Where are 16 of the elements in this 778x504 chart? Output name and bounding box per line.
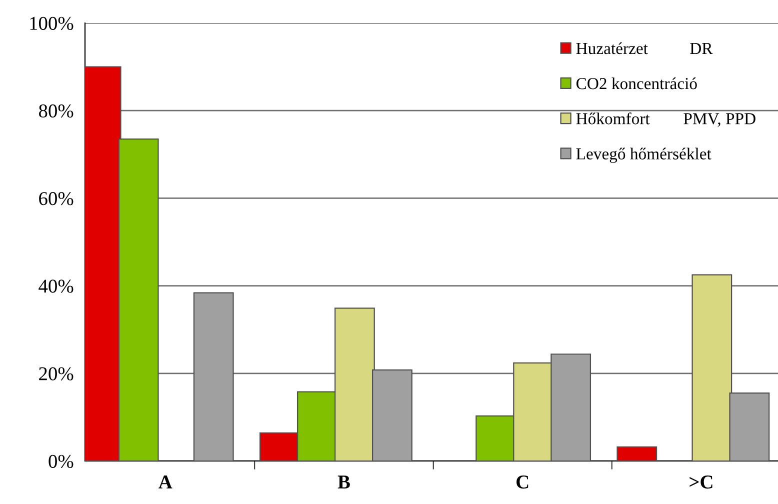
bar <box>616 446 658 461</box>
legend-label: Hőkomfort PMV, PPD <box>576 112 756 127</box>
x-tick-label: >C <box>690 476 712 489</box>
legend-label: Huzatérzet DR <box>576 42 713 54</box>
x-tick-label: B <box>338 476 350 488</box>
y-tick-label: 20% <box>39 367 74 380</box>
y-tick-label: 100% <box>30 16 74 30</box>
y-tick-label: 0% <box>48 454 74 468</box>
y-tick-label: 80% <box>38 104 74 118</box>
y-tick-label: 40% <box>38 280 74 293</box>
x-tick-label: C <box>516 476 528 489</box>
x-tick-label: A <box>158 476 172 488</box>
legend-label: CO2 koncentráció <box>576 77 697 90</box>
bar <box>193 292 234 461</box>
legend-label: Levegő hőmérséklet <box>576 148 712 163</box>
y-tick-label: 60% <box>39 192 74 206</box>
